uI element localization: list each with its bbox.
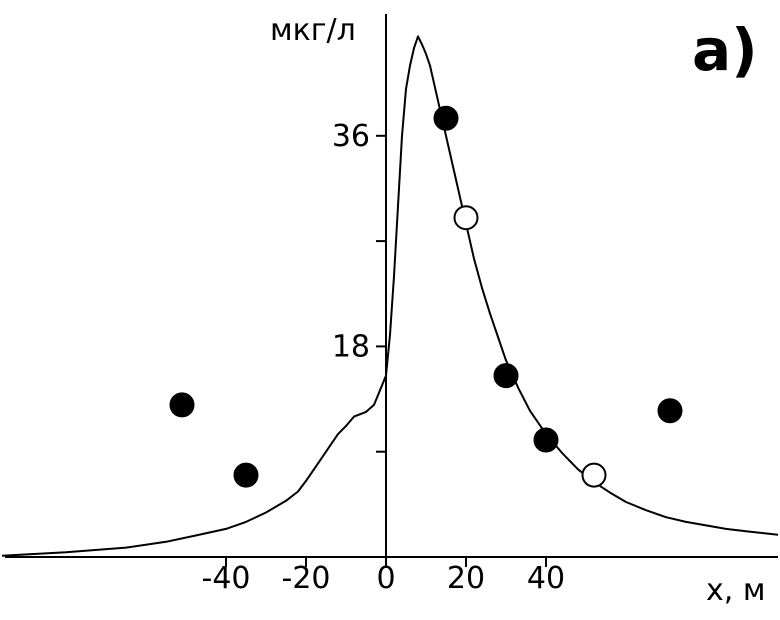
filled-data-point [169, 392, 195, 418]
x-tick-label: 20 [447, 561, 485, 596]
filled-data-point [493, 363, 519, 389]
y-tick-label: 18 [332, 329, 370, 364]
filled-data-point [533, 427, 559, 453]
open-data-point [453, 205, 479, 231]
curve-line [1, 35, 779, 557]
filled-data-point [233, 462, 259, 488]
open-data-point [581, 462, 607, 488]
data-points [169, 105, 683, 488]
x-tick-label: -40 [202, 561, 251, 596]
filled-data-point [433, 105, 459, 131]
x-tick-label: 0 [376, 561, 395, 596]
x-tick-label: -20 [282, 561, 331, 596]
panel-label: а) [692, 16, 758, 84]
concentration-curve [1, 35, 779, 557]
y-axis-label: мкг/л [270, 13, 356, 48]
x-axis-label: x, м [706, 573, 765, 608]
axes [5, 14, 778, 567]
tick-labels: -40 -20 0 20 40 18 36 [202, 119, 566, 596]
y-tick-label: 36 [332, 119, 370, 154]
filled-data-point [657, 398, 683, 424]
x-tick-label: 40 [527, 561, 565, 596]
